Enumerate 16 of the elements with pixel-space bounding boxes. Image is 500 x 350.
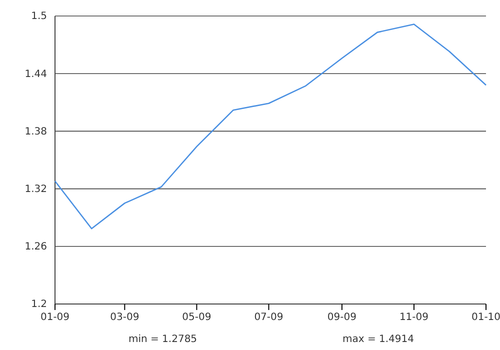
line-series: [54, 24, 487, 230]
text: max = 1.4914: [342, 334, 414, 345]
x-tick-label: 11-09: [399, 312, 428, 324]
x-tick-label: 07-09: [254, 312, 284, 324]
y-tick-label: 1.2: [31, 299, 47, 310]
x-tick-label: 09-09: [327, 312, 356, 324]
x-tick-label: 03-09: [110, 312, 140, 324]
x-tick-label: 05-09: [182, 312, 212, 324]
text: min = 1.2785: [128, 334, 198, 345]
x-tick-label: 01-10: [471, 312, 500, 324]
y-tick-label: 1.44: [24, 68, 47, 80]
y-tick-label: 1.5: [31, 11, 47, 22]
y-tick-label: 1.26: [24, 242, 47, 253]
x-tick-label: 01-09: [40, 312, 70, 324]
y-tick-label: 1.32: [24, 184, 47, 195]
y-tick-label: 1.38: [24, 126, 47, 138]
